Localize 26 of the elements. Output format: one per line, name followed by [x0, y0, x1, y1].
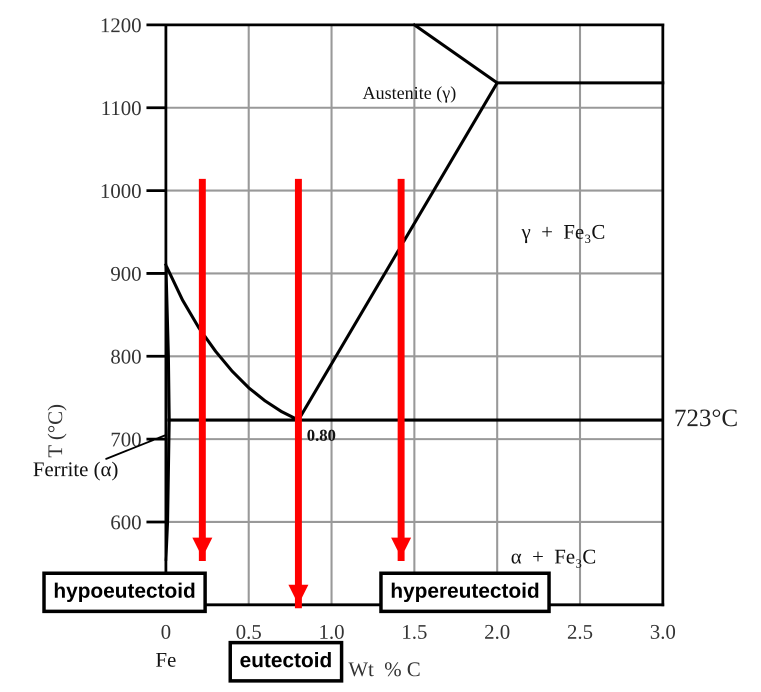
y-tick-label: 800	[111, 350, 141, 364]
x-tick-label: 2.0	[485, 624, 510, 640]
x-tick-label: 2.5	[568, 624, 592, 640]
annotation: Ferrite (α)	[33, 462, 118, 481]
annotation: hypereutectoid	[392, 582, 538, 602]
y-axis-title: T (°C)	[48, 404, 67, 458]
y-tick-label: 1100	[102, 101, 141, 116]
text: Fe	[156, 653, 176, 667]
x-tick-label: 0	[161, 624, 170, 639]
ref-line-label: 723°C	[676, 409, 737, 426]
y-tick-label: 600	[111, 515, 141, 530]
annotation: hypoeutectoid	[54, 582, 194, 602]
annotation: 0.80	[307, 430, 336, 441]
x-tick-label: 1.5	[403, 624, 427, 640]
annotation: Austenite (γ)	[362, 86, 456, 103]
annotation: α + Fe₃C	[512, 550, 596, 568]
y-tick-label: 1000	[102, 184, 141, 198]
x-axis-title: Wt % C	[348, 662, 420, 676]
y-tick-label: 900	[111, 266, 141, 281]
x-tick-label: 0.5	[236, 624, 261, 640]
x-tick-label: 3.0	[650, 624, 676, 640]
annotation: γ + Fe₃C	[522, 224, 604, 244]
annotation: eutectoid	[240, 652, 331, 668]
x-tick-label: 1.0	[320, 624, 344, 640]
y-tick-label: 1200	[102, 18, 141, 32]
y-tick-label: 700	[112, 432, 141, 447]
